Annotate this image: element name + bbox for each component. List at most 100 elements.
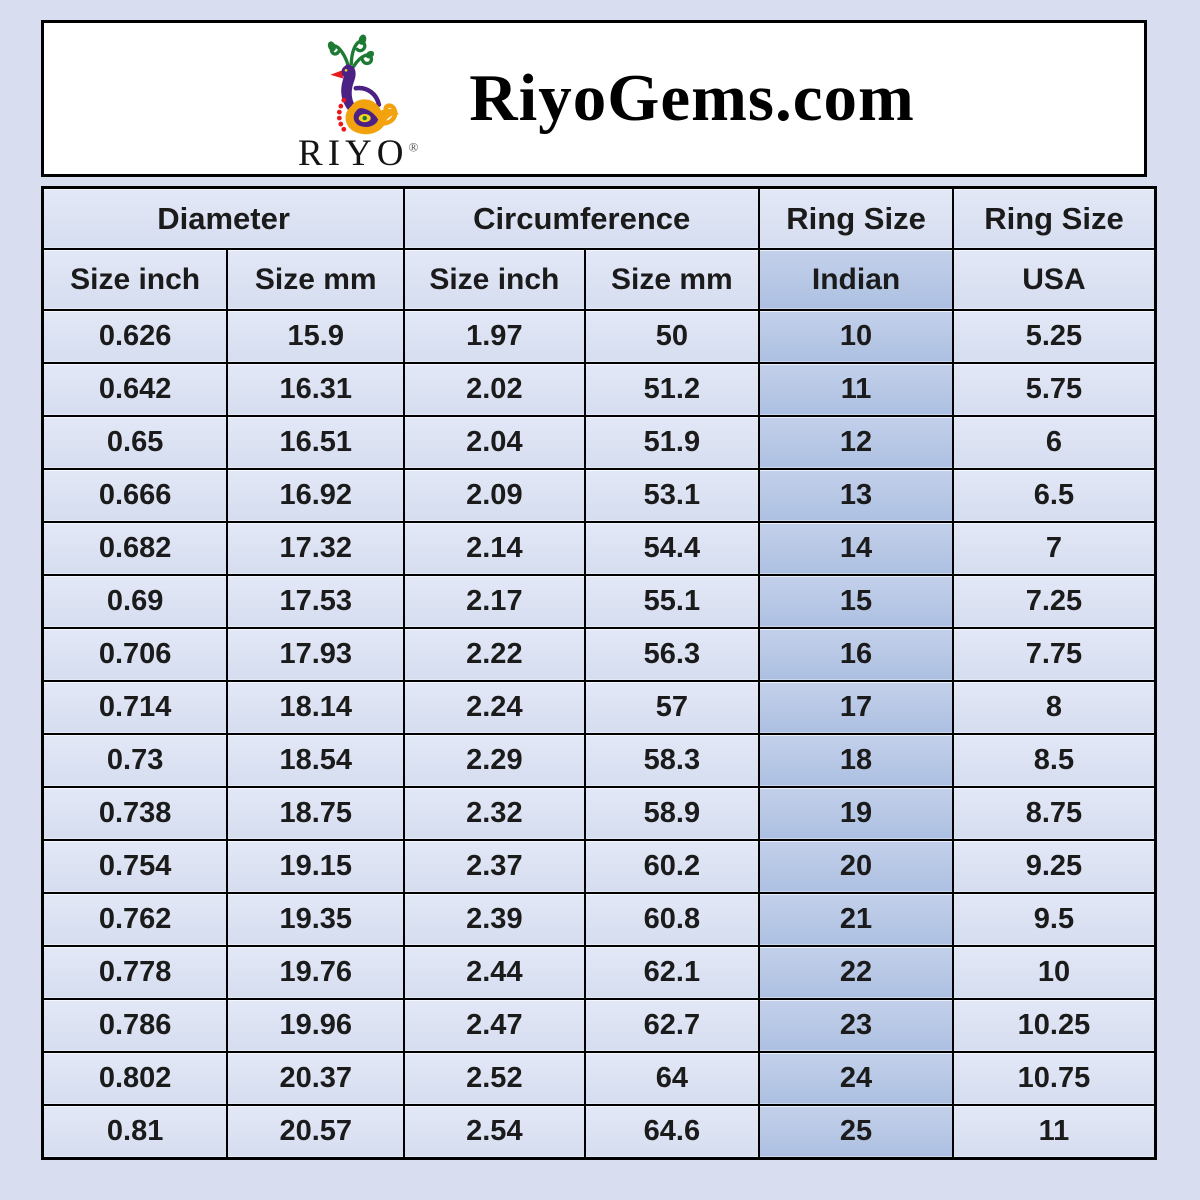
cell: 60.8 [583, 892, 761, 947]
cell: 5.25 [951, 309, 1157, 364]
cell: 15 [758, 574, 954, 629]
cell: 20 [758, 839, 954, 894]
table-row: 0.65 16.51 2.04 51.9 12 6 [41, 415, 1157, 470]
cell: 0.706 [41, 627, 229, 682]
table-row: 0.81 20.57 2.54 64.6 25 11 [41, 1104, 1157, 1160]
group-header-ring-size-indian: Ring Size [758, 186, 954, 250]
cell: 17.53 [226, 574, 406, 629]
cell: 9.25 [951, 839, 1157, 894]
cell: 20.37 [226, 1051, 406, 1106]
cell: 8 [951, 680, 1157, 735]
cell: 58.9 [583, 786, 761, 841]
cell: 2.17 [403, 574, 586, 629]
table-row: 0.754 19.15 2.37 60.2 20 9.25 [41, 839, 1157, 894]
col-header-usa: USA [951, 248, 1157, 311]
cell: 2.52 [403, 1051, 586, 1106]
cell: 0.714 [41, 680, 229, 735]
cell: 23 [758, 998, 954, 1053]
cell: 19.76 [226, 945, 406, 1000]
table-row: 0.762 19.35 2.39 60.8 21 9.5 [41, 892, 1157, 947]
cell: 9.5 [951, 892, 1157, 947]
cell: 62.1 [583, 945, 761, 1000]
table-row: 0.642 16.31 2.02 51.2 11 5.75 [41, 362, 1157, 417]
cell: 10 [758, 309, 954, 364]
cell: 17 [758, 680, 954, 735]
cell: 0.666 [41, 468, 229, 523]
ring-size-table-wrap: Diameter Circumference Ring Size Ring Si… [41, 186, 1157, 1160]
cell: 5.75 [951, 362, 1157, 417]
cell: 0.642 [41, 362, 229, 417]
cell: 60.2 [583, 839, 761, 894]
cell: 0.778 [41, 945, 229, 1000]
ring-size-table: Diameter Circumference Ring Size Ring Si… [41, 186, 1157, 1160]
cell: 13 [758, 468, 954, 523]
cell: 14 [758, 521, 954, 576]
cell: 18 [758, 733, 954, 788]
cell: 62.7 [583, 998, 761, 1053]
cell: 0.69 [41, 574, 229, 629]
cell: 19 [758, 786, 954, 841]
table-row: 0.73 18.54 2.29 58.3 18 8.5 [41, 733, 1157, 788]
col-header-indian: Indian [758, 248, 954, 311]
cell: 2.47 [403, 998, 586, 1053]
peacock-icon [328, 34, 400, 135]
cell: 54.4 [583, 521, 761, 576]
logo-word-text: RIYO [298, 133, 409, 174]
cell: 7.25 [951, 574, 1157, 629]
cell: 25 [758, 1104, 954, 1160]
cell: 2.24 [403, 680, 586, 735]
table-row: 0.778 19.76 2.44 62.1 22 10 [41, 945, 1157, 1000]
table-row: 0.714 18.14 2.24 57 17 8 [41, 680, 1157, 735]
table-row: 0.69 17.53 2.17 55.1 15 7.25 [41, 574, 1157, 629]
cell: 8.75 [951, 786, 1157, 841]
cell: 16.92 [226, 468, 406, 523]
cell: 53.1 [583, 468, 761, 523]
brand-title: RiyoGems.com [469, 61, 915, 135]
cell: 2.44 [403, 945, 586, 1000]
col-header-diameter-inch: Size inch [41, 248, 229, 311]
cell: 15.9 [226, 309, 406, 364]
cell: 2.29 [403, 733, 586, 788]
cell: 2.22 [403, 627, 586, 682]
cell: 57 [583, 680, 761, 735]
cell: 16.31 [226, 362, 406, 417]
cell: 17.93 [226, 627, 406, 682]
table-row: 0.738 18.75 2.32 58.9 19 8.75 [41, 786, 1157, 841]
cell: 21 [758, 892, 954, 947]
cell: 2.32 [403, 786, 586, 841]
cell: 16.51 [226, 415, 406, 470]
cell: 2.04 [403, 415, 586, 470]
cell: 1.97 [403, 309, 586, 364]
column-header-row: Size inch Size mm Size inch Size mm Indi… [41, 248, 1157, 311]
col-header-diameter-mm: Size mm [226, 248, 406, 311]
table-row: 0.802 20.37 2.52 64 24 10.75 [41, 1051, 1157, 1106]
cell: 0.786 [41, 998, 229, 1053]
cell: 10.75 [951, 1051, 1157, 1106]
cell: 2.39 [403, 892, 586, 947]
logo-wordmark: RIYO® [298, 135, 418, 172]
table-row: 0.666 16.92 2.09 53.1 13 6.5 [41, 468, 1157, 523]
col-header-circumference-mm: Size mm [583, 248, 761, 311]
cell: 10 [951, 945, 1157, 1000]
cell: 64.6 [583, 1104, 761, 1160]
cell: 0.682 [41, 521, 229, 576]
cell: 0.73 [41, 733, 229, 788]
registered-mark: ® [408, 139, 419, 155]
cell: 51.9 [583, 415, 761, 470]
cell: 18.14 [226, 680, 406, 735]
cell: 0.762 [41, 892, 229, 947]
group-header-ring-size-usa: Ring Size [951, 186, 1157, 250]
cell: 19.15 [226, 839, 406, 894]
cell: 0.802 [41, 1051, 229, 1106]
cell: 2.14 [403, 521, 586, 576]
cell: 22 [758, 945, 954, 1000]
cell: 0.738 [41, 786, 229, 841]
group-header-diameter: Diameter [41, 186, 406, 250]
cell: 64 [583, 1051, 761, 1106]
cell: 55.1 [583, 574, 761, 629]
cell: 2.54 [403, 1104, 586, 1160]
cell: 2.09 [403, 468, 586, 523]
cell: 2.02 [403, 362, 586, 417]
cell: 58.3 [583, 733, 761, 788]
cell: 19.35 [226, 892, 406, 947]
